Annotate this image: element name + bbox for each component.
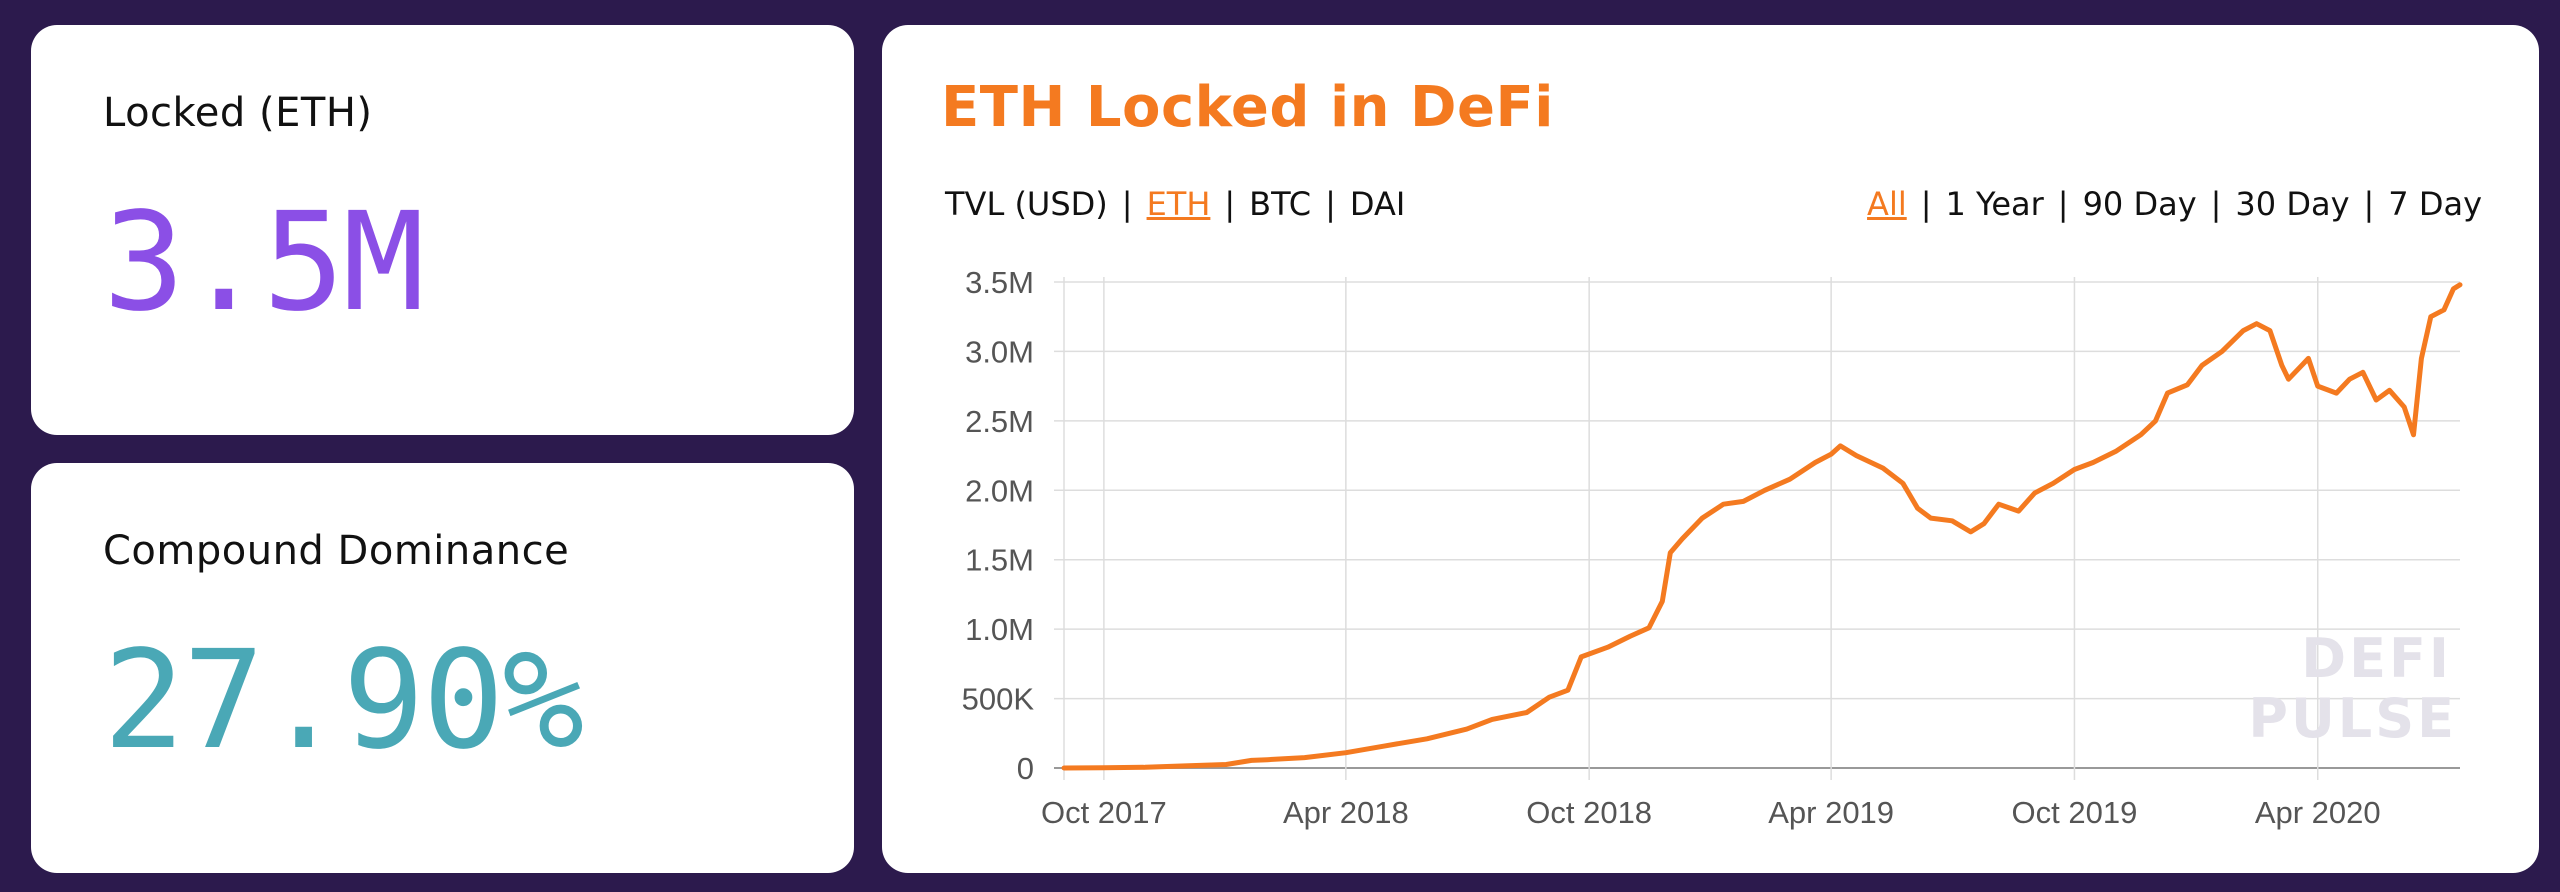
y-tick-label: 2.0M — [965, 473, 1034, 508]
tab-btc[interactable]: BTC — [1249, 185, 1312, 223]
chart-title: ETH Locked in DeFi — [941, 75, 1554, 140]
eth-locked-line-chart: 0 500K 1.0M 1.5M 2.0M 2.5M 3.0M 3.5M Oct 2017 Apr… — [962, 265, 2463, 830]
x-tick-label: Oct 2019 — [2012, 795, 2138, 830]
tab-separator: | — [1224, 185, 1236, 223]
y-tick-label: 0 — [1017, 751, 1034, 786]
tab-dai[interactable]: DAI — [1349, 185, 1406, 223]
locked-eth-value: 3.5M — [103, 184, 425, 342]
range-tab-30-day[interactable]: 30 Day — [2235, 185, 2350, 223]
x-tick-label: Oct 2017 — [1041, 795, 1167, 830]
compound-dominance-label: Compound Dominance — [103, 528, 570, 574]
x-tick-label: Oct 2018 — [1526, 795, 1652, 830]
y-tick-label: 3.0M — [965, 334, 1034, 369]
compound-dominance-value: 27.90% — [103, 622, 584, 780]
tab-separator: | — [1325, 185, 1336, 223]
x-tick-label: Apr 2018 — [1283, 795, 1409, 830]
locked-eth-label: Locked (ETH) — [103, 90, 373, 136]
series-line-eth-locked — [1061, 282, 2463, 771]
tab-eth[interactable]: ETH — [1146, 185, 1211, 223]
watermark-text: DEFI — [2301, 627, 2452, 690]
tab-separator: | — [2057, 185, 2069, 223]
tab-separator: | — [2363, 185, 2375, 223]
y-tick-label: 2.5M — [965, 404, 1034, 439]
range-tab-1-year[interactable]: 1 Year — [1945, 185, 2044, 223]
y-tick-label: 1.0M — [965, 612, 1034, 647]
range-tabs: All | 1 Year | 90 Day | 30 Day | 7 Day — [1867, 185, 2482, 223]
locked-eth-card: Locked (ETH) 3.5M — [31, 25, 854, 435]
tab-separator: | — [2210, 185, 2222, 223]
compound-dominance-card: Compound Dominance 27.90% — [31, 463, 854, 873]
tab-tvl-usd[interactable]: TVL (USD) — [945, 185, 1108, 223]
range-tab-90-day[interactable]: 90 Day — [2082, 185, 2197, 223]
range-tab-all[interactable]: All — [1867, 185, 1907, 223]
unit-tabs: TVL (USD) | ETH | BTC | DAI — [945, 185, 1405, 223]
tab-separator: | — [1920, 185, 1932, 223]
tab-separator: | — [1121, 185, 1133, 223]
watermark-text: PULSE — [2248, 687, 2457, 750]
x-tick-label: Apr 2019 — [1768, 795, 1894, 830]
eth-locked-chart-card: ETH Locked in DeFi TVL (USD) | ETH | BTC | DAI… — [882, 25, 2539, 873]
y-tick-label: 500K — [962, 682, 1035, 717]
y-tick-label: 1.5M — [965, 543, 1034, 578]
x-tick-label: Apr 2020 — [2255, 795, 2381, 830]
y-tick-label: 3.5M — [965, 265, 1034, 300]
range-tab-7-day[interactable]: 7 Day — [2388, 185, 2482, 223]
